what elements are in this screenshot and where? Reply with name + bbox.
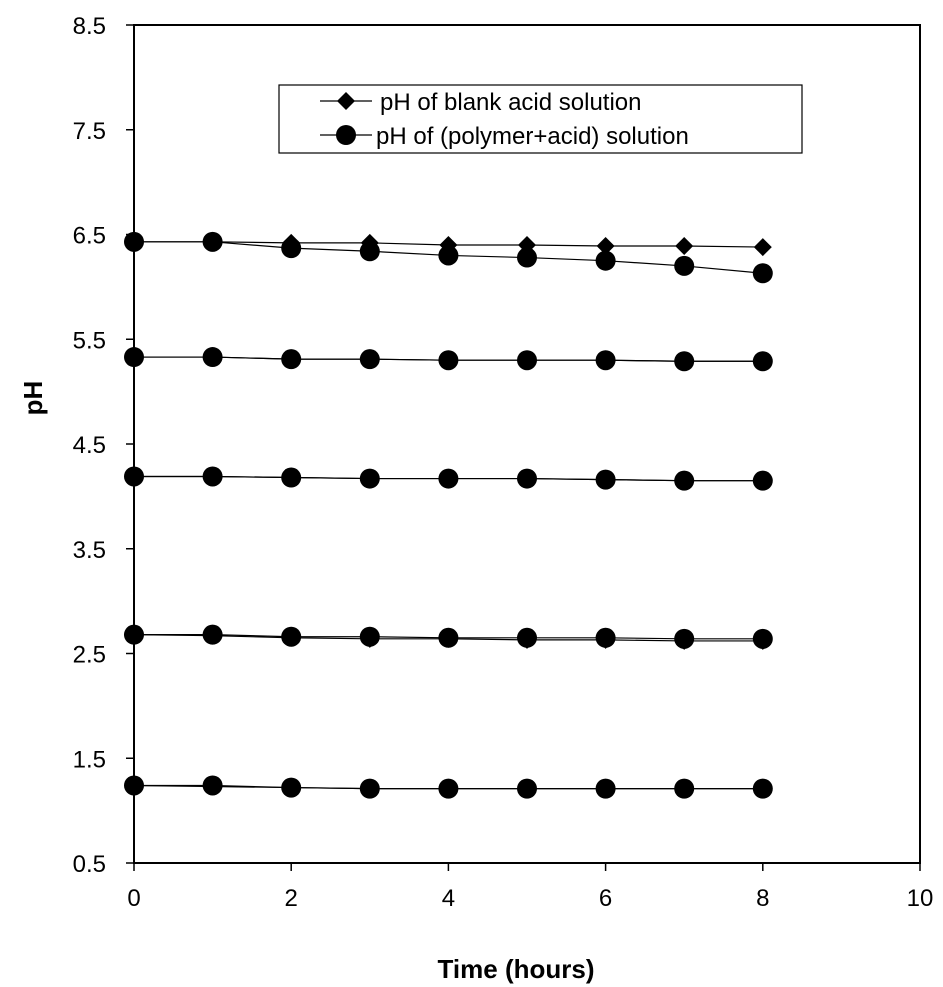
data-point-circle — [595, 250, 616, 271]
series-polymer-acid — [124, 775, 773, 799]
data-point-circle — [124, 347, 144, 368]
x-tick-label: 2 — [285, 885, 298, 912]
data-point-circle — [752, 470, 773, 491]
data-point-circle — [517, 627, 537, 648]
data-point-circle — [124, 624, 144, 645]
data-point-circle — [202, 231, 223, 252]
series-layer — [124, 231, 773, 799]
y-axis-title: pH — [18, 381, 48, 416]
data-point-circle — [359, 778, 380, 799]
data-point-circle — [752, 628, 773, 649]
data-point-circle — [595, 778, 616, 799]
data-point-circle — [359, 626, 380, 647]
y-tick-label: 1.5 — [73, 746, 106, 773]
data-point-circle — [595, 469, 616, 490]
data-point-circle — [752, 778, 773, 799]
data-point-circle — [359, 349, 380, 370]
x-tick-label: 8 — [756, 885, 769, 912]
data-point-circle — [281, 238, 302, 259]
data-point-circle — [281, 626, 302, 647]
data-point-circle — [281, 467, 302, 488]
data-point-circle — [595, 627, 616, 648]
data-point-circle — [202, 466, 223, 487]
x-axis-ticks: 0 2 4 6 8 10 — [127, 863, 933, 912]
x-axis-title: Time (hours) — [438, 954, 595, 984]
data-point-circle — [674, 778, 695, 799]
data-point-circle — [281, 777, 302, 798]
y-tick-label: 3.5 — [73, 537, 106, 564]
series-polymer-acid — [124, 624, 773, 649]
legend-circle-marker — [336, 125, 356, 145]
y-tick-label: 7.5 — [73, 118, 106, 145]
x-tick-label: 10 — [907, 885, 934, 912]
y-tick-label: 4.5 — [73, 432, 106, 459]
series-polymer-acid — [124, 347, 773, 372]
data-point-circle — [202, 347, 223, 368]
data-point-circle — [438, 468, 459, 489]
data-point-circle — [202, 624, 223, 645]
data-point-circle — [674, 351, 695, 372]
data-point-circle — [124, 466, 144, 487]
y-axis-ticks: 0.5 1.5 2.5 3.5 4.5 5.5 6.5 7.5 8.5 — [73, 13, 134, 878]
data-point-circle — [674, 628, 695, 649]
series-polymer-acid — [124, 231, 773, 284]
plot-area — [133, 24, 921, 864]
legend-label-blank: pH of blank acid solution — [380, 89, 642, 116]
data-point-circle — [752, 351, 773, 372]
data-point-diamond — [675, 237, 694, 256]
data-point-circle — [517, 247, 537, 268]
y-tick-label: 0.5 — [73, 851, 106, 878]
data-point-circle — [438, 627, 459, 648]
legend-diamond-marker — [337, 92, 355, 110]
data-point-circle — [752, 263, 773, 284]
data-point-circle — [202, 775, 223, 796]
data-point-circle — [517, 468, 537, 489]
x-tick-label: 6 — [599, 885, 612, 912]
series-polymer-acid — [124, 466, 773, 491]
data-point-circle — [595, 350, 616, 371]
data-point-diamond — [596, 237, 615, 256]
y-tick-label: 2.5 — [73, 642, 106, 669]
data-point-circle — [674, 470, 695, 491]
x-tick-label: 4 — [442, 885, 455, 912]
legend-box — [278, 84, 803, 154]
data-point-circle — [517, 350, 537, 371]
data-point-circle — [359, 241, 380, 262]
y-tick-label: 6.5 — [73, 223, 106, 250]
y-tick-label: 8.5 — [73, 13, 106, 40]
y-tick-label: 5.5 — [73, 327, 106, 354]
data-point-circle — [438, 350, 459, 371]
data-point-circle — [517, 778, 537, 799]
data-point-circle — [438, 245, 459, 266]
legend: pH of blank acid solution pH of (polymer… — [278, 84, 803, 154]
data-point-diamond — [753, 238, 772, 257]
data-point-circle — [124, 775, 144, 796]
data-point-circle — [438, 778, 459, 799]
data-point-circle — [359, 468, 380, 489]
data-point-circle — [281, 349, 302, 370]
x-tick-label: 0 — [127, 885, 140, 912]
legend-label-polymer: pH of (polymer+acid) solution — [376, 123, 689, 150]
data-point-circle — [124, 231, 144, 252]
data-point-circle — [674, 255, 695, 276]
